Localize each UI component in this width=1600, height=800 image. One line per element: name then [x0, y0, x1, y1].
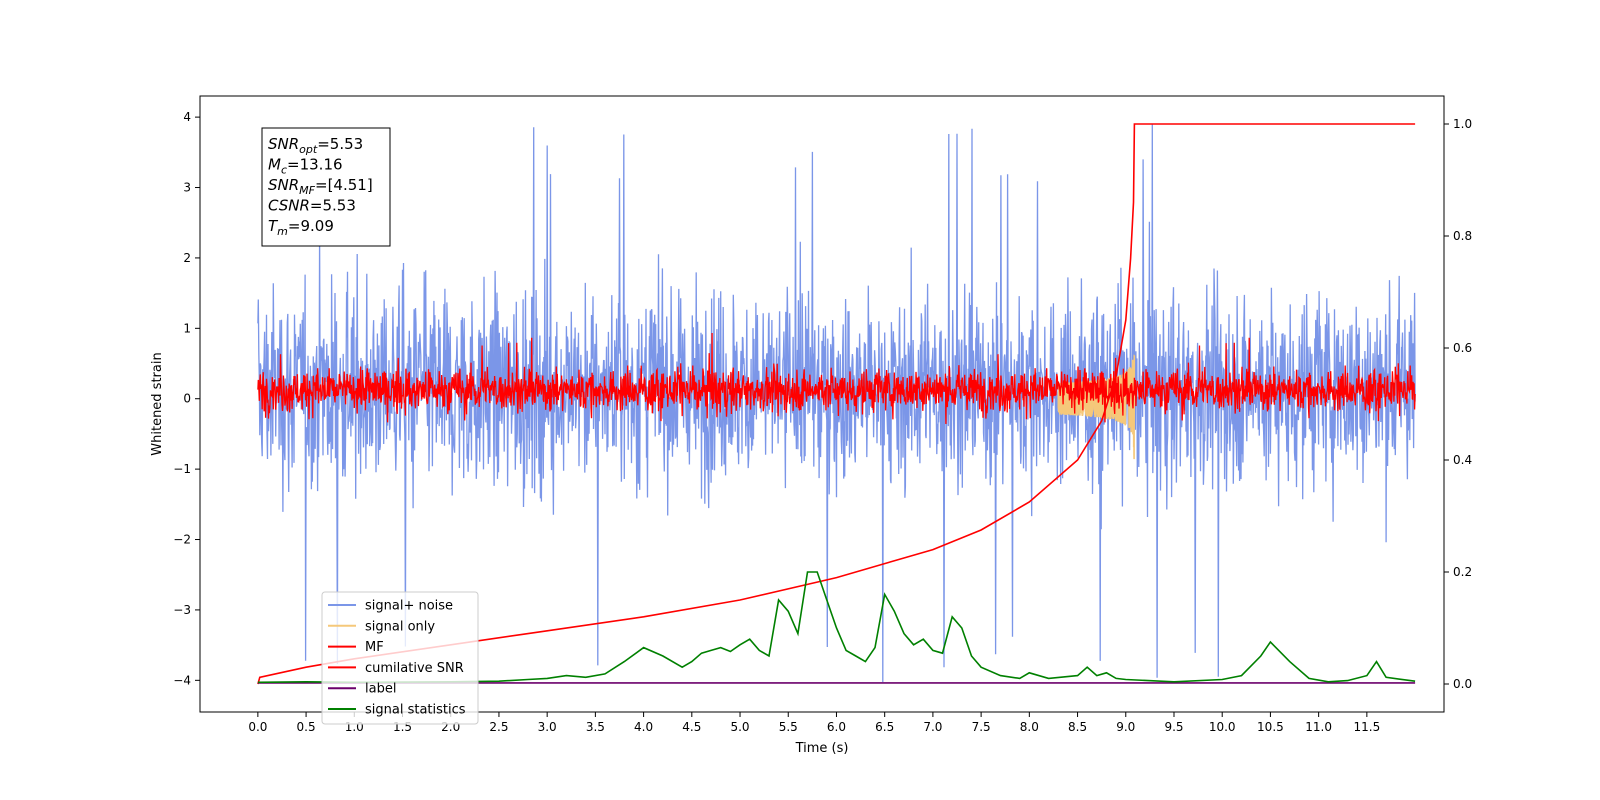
- y2-tick-label: 0.6: [1453, 341, 1472, 355]
- y-tick-label: −1: [173, 462, 191, 476]
- x-tick-label: 7.5: [972, 720, 991, 734]
- x-tick-label: 4.0: [634, 720, 653, 734]
- y-tick-label: 2: [183, 251, 191, 265]
- annotation-line: SNRMF=[4.51]: [268, 176, 373, 197]
- y-tick-label: 0: [183, 392, 191, 406]
- x-tick-label: 10.0: [1209, 720, 1236, 734]
- legend-label-cumilative-snr: cumilative SNR: [365, 661, 464, 676]
- annotation-line: Tm=9.09: [268, 217, 334, 238]
- y-axis-left: −4 −3 −2 −1 0 1 2 3 4: [173, 110, 200, 687]
- x-tick-label: 0.0: [248, 720, 267, 734]
- legend-label-mf: MF: [365, 640, 384, 655]
- x-tick-label: 2.5: [489, 720, 508, 734]
- y-tick-label: 3: [183, 181, 191, 195]
- y-tick-label: 4: [183, 110, 191, 124]
- annotation-line: CSNR=5.53: [268, 197, 356, 215]
- x-tick-label: 9.5: [1164, 720, 1183, 734]
- stats-annotation-box: SNRopt=5.53Mc=13.16SNRMF=[4.51]CSNR=5.53…: [261, 127, 391, 247]
- legend-label-signal-noise: signal+ noise: [365, 599, 453, 614]
- plot-frame: [199, 95, 1445, 713]
- signal-statistics-line: [257, 571, 1416, 684]
- legend-label-signal-statistics: signal statistics: [365, 703, 466, 718]
- legend-label-signal-only: signal only: [365, 619, 435, 634]
- annotation-line: SNRopt=5.53: [268, 135, 363, 156]
- x-tick-label: 9.0: [1116, 720, 1135, 734]
- x-tick-label: 6.0: [827, 720, 846, 734]
- x-axis-label: Time (s): [795, 741, 849, 756]
- x-tick-label: 10.5: [1257, 720, 1284, 734]
- x-tick-label: 8.0: [1020, 720, 1039, 734]
- y-axis-right: 0.0 0.2 0.4 0.6 0.8 1.0: [1444, 117, 1472, 691]
- signal-noise-line: [257, 123, 1416, 683]
- y-tick-label: −2: [173, 533, 191, 547]
- mf-line: [257, 332, 1416, 425]
- y2-tick-label: 1.0: [1453, 117, 1472, 131]
- annotation-frame: [261, 127, 391, 247]
- x-tick-label: 3.5: [586, 720, 605, 734]
- legend: signal+ noise signal only MF cumilative SNR…: [321, 591, 479, 725]
- x-tick-label: 6.5: [875, 720, 894, 734]
- legend-frame: [321, 591, 479, 725]
- legend-label-label: label: [365, 682, 396, 697]
- x-tick-label: 11.5: [1353, 720, 1380, 734]
- y-tick-label: −3: [173, 603, 191, 617]
- x-tick-label: 0.5: [297, 720, 316, 734]
- x-tick-label: 8.5: [1068, 720, 1087, 734]
- y-axis-label: Whitened strain: [150, 352, 165, 455]
- x-tick-label: 7.0: [923, 720, 942, 734]
- x-tick-label: 11.0: [1305, 720, 1332, 734]
- y2-tick-label: 0.2: [1453, 565, 1472, 579]
- x-tick-label: 4.5: [682, 720, 701, 734]
- annotation-line: Mc=13.16: [268, 156, 343, 177]
- x-axis: 0.0 0.5 1.0 1.5 2.0 2.5 3.0 3.5 4.0 4.5 5.0 5.5 6.0 6…: [248, 712, 1380, 734]
- y2-tick-label: 0.4: [1453, 453, 1472, 467]
- x-tick-label: 5.5: [779, 720, 798, 734]
- y-tick-label: 1: [183, 321, 191, 335]
- y2-tick-label: 0.8: [1453, 229, 1472, 243]
- y2-tick-label: 0.0: [1453, 677, 1472, 691]
- x-tick-label: 5.0: [730, 720, 749, 734]
- y-tick-label: −4: [173, 673, 191, 687]
- x-tick-label: 3.0: [538, 720, 557, 734]
